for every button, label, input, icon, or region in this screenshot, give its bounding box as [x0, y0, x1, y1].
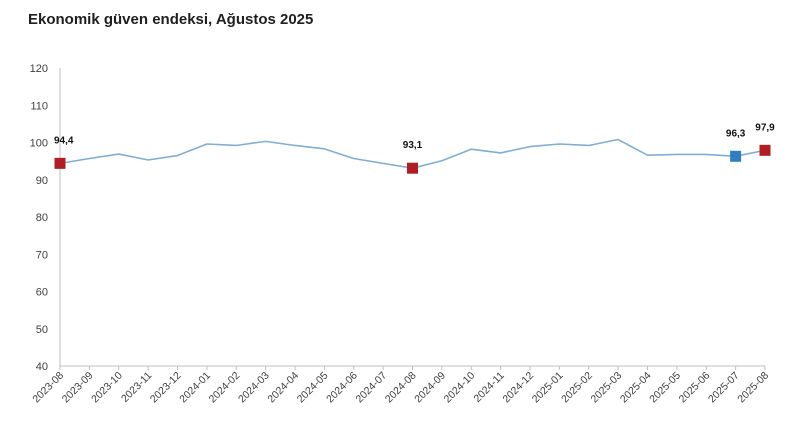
- data-label: 93,1: [403, 140, 423, 151]
- x-tick-label: 2023-12: [148, 370, 184, 406]
- x-tick-label: 2025-04: [618, 370, 654, 406]
- y-axis: 40 50 60 70 80 90 100 110 120: [30, 63, 61, 373]
- x-tick-label: 2024-11: [472, 370, 507, 405]
- y-tick-label: 110: [30, 100, 48, 112]
- x-tick-label: 2024-03: [236, 370, 272, 406]
- y-tick-label: 60: [36, 287, 48, 299]
- y-tick-label: 100: [30, 138, 48, 150]
- x-tick-label: 2024-02: [207, 370, 243, 406]
- data-label: 94,4: [54, 135, 74, 146]
- data-point-marker: [407, 162, 418, 174]
- data-point-marker: [730, 150, 742, 162]
- x-tick-label: 2025-08: [735, 370, 771, 406]
- x-tick-label: 2024-08: [383, 370, 419, 406]
- y-tick-label: 120: [30, 63, 48, 75]
- marker-layer: 94,4 93,1 96,3 97,9: [54, 122, 775, 174]
- x-tick-label: 2025-07: [706, 370, 742, 406]
- data-label: 96,3: [726, 128, 746, 139]
- y-tick-label: 70: [36, 249, 48, 261]
- x-axis: 2023-082023-092023-102023-112023-122024-…: [30, 365, 771, 406]
- x-tick-label: 2024-07: [354, 370, 390, 406]
- x-tick-label: 2024-10: [442, 370, 478, 406]
- x-tick-label: 2023-10: [89, 370, 125, 406]
- data-point-marker: [759, 144, 771, 156]
- x-tick-label: 2023-09: [60, 370, 96, 406]
- x-tick-label: 2023-11: [119, 370, 154, 405]
- x-tick-label: 2025-06: [677, 370, 713, 406]
- y-tick-label: 40: [36, 361, 48, 373]
- x-tick-label: 2024-05: [295, 370, 331, 406]
- x-tick-label: 2025-05: [647, 370, 683, 406]
- x-tick-label: 2024-06: [324, 370, 360, 406]
- x-tick-label: 2024-01: [177, 370, 213, 406]
- x-tick-label: 2024-12: [500, 370, 536, 406]
- y-tick-label: 90: [36, 175, 48, 187]
- x-tick-label: 2025-01: [530, 370, 566, 406]
- x-tick-label: 2025-02: [559, 370, 595, 406]
- data-point-marker: [54, 157, 66, 169]
- x-tick-label: 2024-04: [265, 370, 301, 406]
- y-tick-label: 50: [36, 324, 48, 336]
- x-tick-label: 2023-08: [30, 370, 66, 406]
- x-tick-label: 2025-03: [589, 370, 625, 406]
- y-tick-label: 80: [36, 212, 48, 224]
- x-tick-label: 2024-09: [412, 370, 448, 406]
- chart-title: Ekonomik güven endeksi, Ağustos 2025: [28, 11, 314, 28]
- data-label: 97,9: [755, 122, 775, 133]
